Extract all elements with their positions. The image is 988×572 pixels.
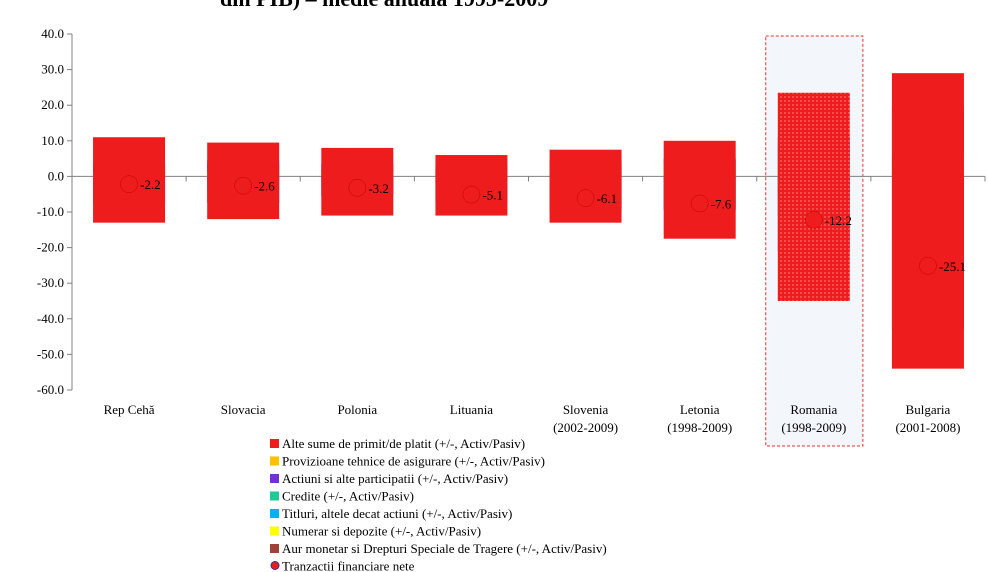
legend-swatch (270, 544, 279, 553)
y-tick-label: 30.0 (41, 62, 64, 77)
legend-swatch (270, 509, 279, 518)
net-marker (690, 194, 709, 213)
legend-swatch (270, 439, 279, 448)
y-tick-label: 40.0 (41, 26, 64, 41)
legend-label: Provizioane tehnice de asigurare (+/-, A… (282, 454, 545, 469)
y-tick-label: 0.0 (48, 168, 64, 183)
y-tick-label: -30.0 (37, 275, 64, 290)
x-tick-label-period: (1998-2009) (781, 420, 846, 435)
legend-label: Titluri, altele decat actiuni (+/-, Acti… (282, 506, 512, 521)
legend-marker-net (270, 561, 280, 570)
net-data-label: -25.1 (939, 259, 966, 274)
y-tick-label: -10.0 (37, 204, 64, 219)
y-tick-label: 10.0 (41, 133, 64, 148)
net-marker (919, 257, 937, 275)
y-tick-label: -50.0 (37, 346, 64, 361)
x-tick-label: Slovacia (221, 402, 266, 417)
x-tick-label-period: (2001-2008) (895, 420, 960, 435)
legend-label: Actiuni si alte participatii (+/-, Activ… (282, 471, 508, 486)
net-data-label: -7.6 (711, 196, 732, 211)
y-tick-label: 20.0 (41, 97, 64, 112)
net-data-label: -3.2 (368, 181, 389, 196)
net-marker (462, 185, 481, 204)
x-tick-label-period: (1998-2009) (667, 420, 732, 435)
legend-label: Credite (+/-, Activ/Pasiv) (282, 489, 414, 504)
y-tick-label: -20.0 (37, 240, 64, 255)
y-tick-label: -40.0 (37, 311, 64, 326)
legend-label: Tranzactii financiare nete (282, 559, 415, 572)
legend-swatch (270, 491, 279, 501)
legend-label: Aur monetar si Drepturi Speciale de Trag… (282, 541, 607, 556)
y-tick-label: -60.0 (37, 382, 64, 397)
legend-swatch (270, 456, 279, 466)
x-tick-label: Polonia (337, 402, 377, 417)
x-tick-label: Lituania (450, 402, 494, 417)
net-data-label: -2.2 (140, 177, 161, 192)
x-tick-label-period: (2002-2009) (553, 420, 618, 435)
net-data-label: -5.1 (482, 188, 503, 203)
x-tick-label: Slovenia (563, 402, 609, 417)
x-tick-label: Romania (790, 402, 837, 417)
x-tick-label: Rep Cehă (104, 402, 155, 417)
legend-label: Alte sume de primit/de platit (+/-, Acti… (282, 436, 525, 451)
net-marker (576, 189, 595, 207)
legend-swatch (270, 474, 279, 483)
net-data-label: -12.2 (825, 213, 852, 228)
bar-segment (891, 73, 964, 369)
bar-segment (549, 149, 622, 223)
net-marker (348, 179, 367, 197)
bar-segment-texture (777, 92, 850, 302)
x-tick-label: Letonia (680, 402, 720, 417)
legend-swatch (270, 526, 279, 536)
net-marker (234, 176, 252, 195)
net-marker (805, 211, 823, 229)
bar-segment (435, 155, 508, 216)
legend-label: Numerar si depozite (+/-, Activ/Pasiv) (282, 524, 481, 539)
net-data-label: -2.6 (254, 179, 275, 194)
net-marker (120, 175, 138, 193)
chart-title: din PIB) – medie anuala 1995-2009 (220, 0, 548, 11)
x-tick-label: Bulgaria (906, 402, 951, 417)
net-data-label: -6.1 (597, 191, 618, 206)
bar-segment (663, 140, 736, 239)
